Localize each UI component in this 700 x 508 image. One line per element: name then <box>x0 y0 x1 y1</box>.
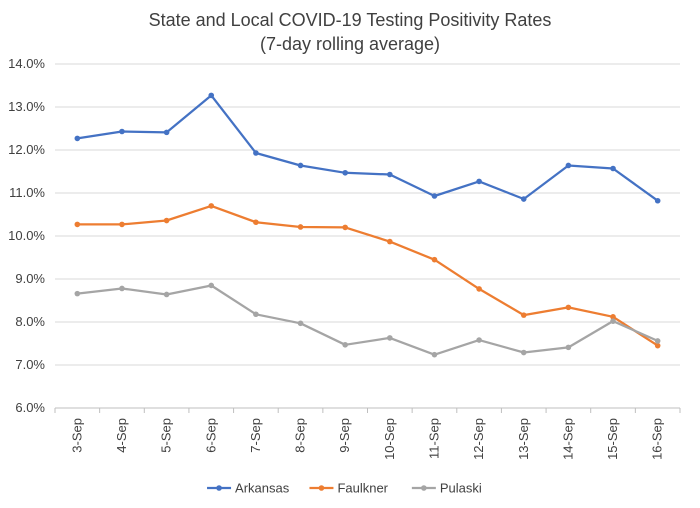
axes: 6.0% 7.0% 8.0% 9.0% 10.0% 11.0% 12.0% 13.0% 14.0… <box>8 56 681 460</box>
data-point-pulaski <box>654 338 661 344</box>
data-point-faulkner <box>342 224 348 231</box>
series-line-pulaski <box>76 284 659 356</box>
legend-label-pulaski: Pulaski <box>440 481 482 496</box>
x-tick-label: 8-Sep <box>293 418 308 453</box>
data-point-pulaski <box>74 290 81 297</box>
x-tick-label: 9-Sep <box>337 418 352 453</box>
y-tick-label: 9.0% <box>15 271 45 286</box>
legend-marker-arkansas <box>216 485 222 491</box>
x-tick-label: 12-Sep <box>471 418 486 460</box>
data-point-faulkner <box>610 314 616 320</box>
y-tick-label: 12.0% <box>8 142 45 157</box>
x-tick-label: 16-Sep <box>650 418 665 460</box>
x-tick-label: 13-Sep <box>516 418 531 460</box>
data-point-faulkner <box>387 238 393 245</box>
data-point-pulaski <box>476 337 482 343</box>
data-point-pulaski <box>610 318 616 324</box>
y-tick-label: 6.0% <box>15 400 45 415</box>
data-point-arkansas <box>208 92 215 99</box>
data-point-arkansas <box>163 129 170 136</box>
y-tick-label: 7.0% <box>15 357 45 372</box>
data-point-faulkner <box>297 224 304 230</box>
data-point-faulkner <box>74 221 81 228</box>
legend-marker-faulkner <box>318 485 325 491</box>
data-point-faulkner <box>476 286 482 292</box>
data-point-faulkner <box>253 219 259 226</box>
data-point-pulaski <box>163 291 170 298</box>
gridlines <box>55 63 680 366</box>
x-tick-label: 7-Sep <box>248 418 263 453</box>
data-point-pulaski <box>520 349 527 356</box>
series-line-arkansas <box>76 94 659 202</box>
y-tick-label: 11.0% <box>9 185 45 200</box>
data-point-faulkner <box>654 342 661 349</box>
series-line-faulkner <box>76 204 659 347</box>
legend-label-arkansas: Arkansas <box>235 481 290 496</box>
x-tick-label: 3-Sep <box>69 418 84 453</box>
x-tick-label: 14-Sep <box>560 418 575 460</box>
x-tick-label: 5-Sep <box>159 418 174 453</box>
data-point-pulaski <box>253 311 259 318</box>
legend-label-faulkner: Faulkner <box>337 481 388 496</box>
chart-title: State and Local COVID-19 Testing Positiv… <box>149 10 552 30</box>
data-point-faulkner <box>163 217 170 224</box>
data-point-arkansas <box>253 150 259 156</box>
x-tick-label: 6-Sep <box>203 418 218 453</box>
legend: Arkansas Faulkner Pulaski <box>207 481 482 496</box>
data-point-arkansas <box>387 171 393 178</box>
x-tick-label: 4-Sep <box>114 418 129 453</box>
data-point-faulkner <box>520 312 527 318</box>
data-point-faulkner <box>431 256 438 263</box>
data-point-pulaski <box>119 285 125 292</box>
y-tick-label: 10.0% <box>8 228 45 243</box>
data-point-faulkner <box>119 221 125 228</box>
y-tick-label: 13.0% <box>8 99 45 114</box>
data-point-faulkner <box>208 203 215 209</box>
data-point-arkansas <box>520 196 527 202</box>
data-point-arkansas <box>610 165 616 172</box>
data-point-pulaski <box>431 351 438 358</box>
data-point-arkansas <box>565 162 572 169</box>
data-point-arkansas <box>654 197 661 204</box>
data-point-pulaski <box>565 344 572 351</box>
data-point-pulaski <box>387 335 393 341</box>
data-point-arkansas <box>431 193 438 199</box>
series <box>74 92 661 358</box>
data-point-arkansas <box>297 162 304 169</box>
data-point-arkansas <box>119 128 125 135</box>
x-tick-label: 15-Sep <box>605 418 620 460</box>
chart-subtitle: (7-day rolling average) <box>260 34 440 54</box>
data-point-pulaski <box>342 341 348 348</box>
data-point-arkansas <box>342 169 348 176</box>
y-tick-label: 14.0% <box>8 56 45 71</box>
data-point-arkansas <box>74 135 81 142</box>
data-point-pulaski <box>297 320 304 327</box>
data-point-arkansas <box>476 178 482 185</box>
y-tick-label: 8.0% <box>15 314 45 329</box>
data-point-faulkner <box>565 304 572 311</box>
x-tick-label: 11-Sep <box>426 418 441 459</box>
x-tick-label: 10-Sep <box>382 418 397 460</box>
legend-marker-pulaski <box>421 485 427 491</box>
data-point-pulaski <box>208 282 215 289</box>
